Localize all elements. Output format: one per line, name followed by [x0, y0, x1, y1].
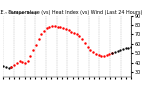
- Title: MKE - Temperature (vs) Heat Index (vs) Wind (Last 24 Hours): MKE - Temperature (vs) Heat Index (vs) W…: [0, 10, 142, 15]
- Text: -- Outdoor Temp: -- Outdoor Temp: [4, 11, 38, 15]
